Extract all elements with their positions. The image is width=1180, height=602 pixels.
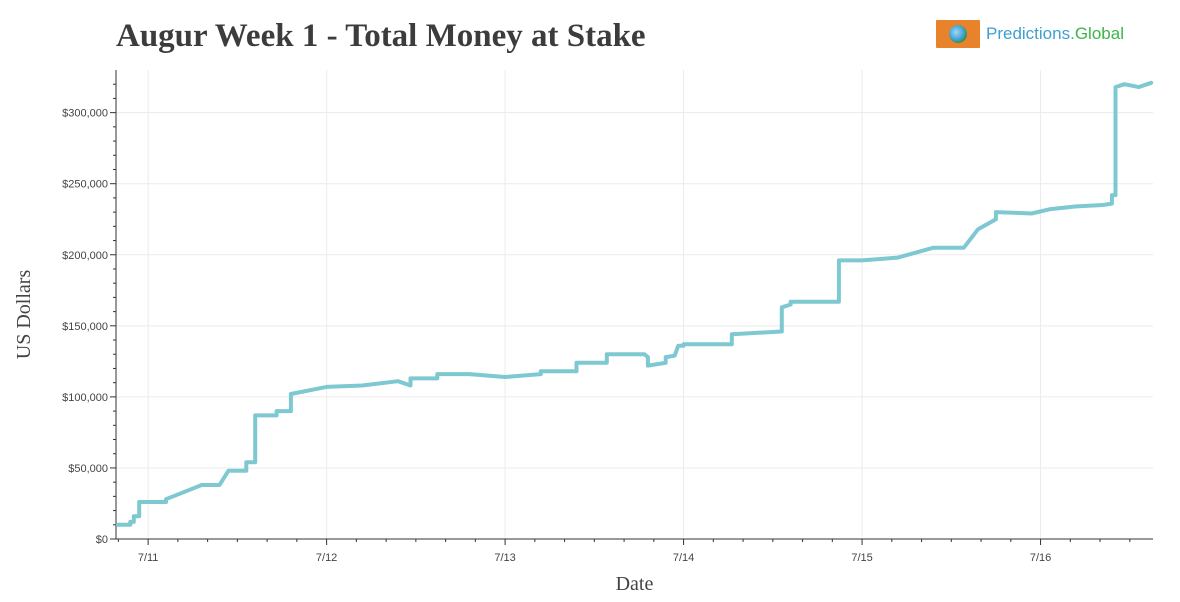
axes (110, 70, 1153, 545)
tick-labels: $0 $50,000 $100,000 $150,000 $200,000 $250,00… (62, 108, 1051, 564)
x-tick-label: 7/16 (1030, 552, 1051, 564)
y-tick-label: $0 (96, 534, 108, 546)
y-tick-label: $300,000 (62, 108, 108, 120)
x-tick-label: 7/15 (851, 552, 872, 564)
series-line (115, 80, 1154, 527)
chart-title: Augur Week 1 - Total Money at Stake (116, 18, 646, 54)
brand-logo-box (936, 20, 980, 48)
series-group (115, 80, 1154, 527)
y-axis-label: US Dollars (13, 270, 35, 360)
y-tick-label: $200,000 (62, 250, 108, 262)
y-tick-label: $100,000 (62, 392, 108, 404)
x-tick-label: 7/11 (138, 552, 159, 564)
y-tick-label: $50,000 (68, 463, 108, 475)
grid (116, 70, 1153, 539)
x-tick-label: 7/13 (494, 552, 515, 564)
globe-icon (949, 25, 967, 43)
brand-logo: Predictions.Global (936, 20, 1124, 48)
brand-text: Predictions.Global (986, 24, 1124, 44)
brand-name: Predictions (986, 24, 1071, 43)
y-tick-label: $150,000 (62, 321, 108, 333)
x-tick-label: 7/14 (673, 552, 694, 564)
x-axis-label: Date (616, 573, 654, 595)
x-tick-label: 7/12 (316, 552, 337, 564)
brand-tld: .Global (1070, 24, 1124, 43)
y-tick-label: $250,000 (62, 179, 108, 191)
